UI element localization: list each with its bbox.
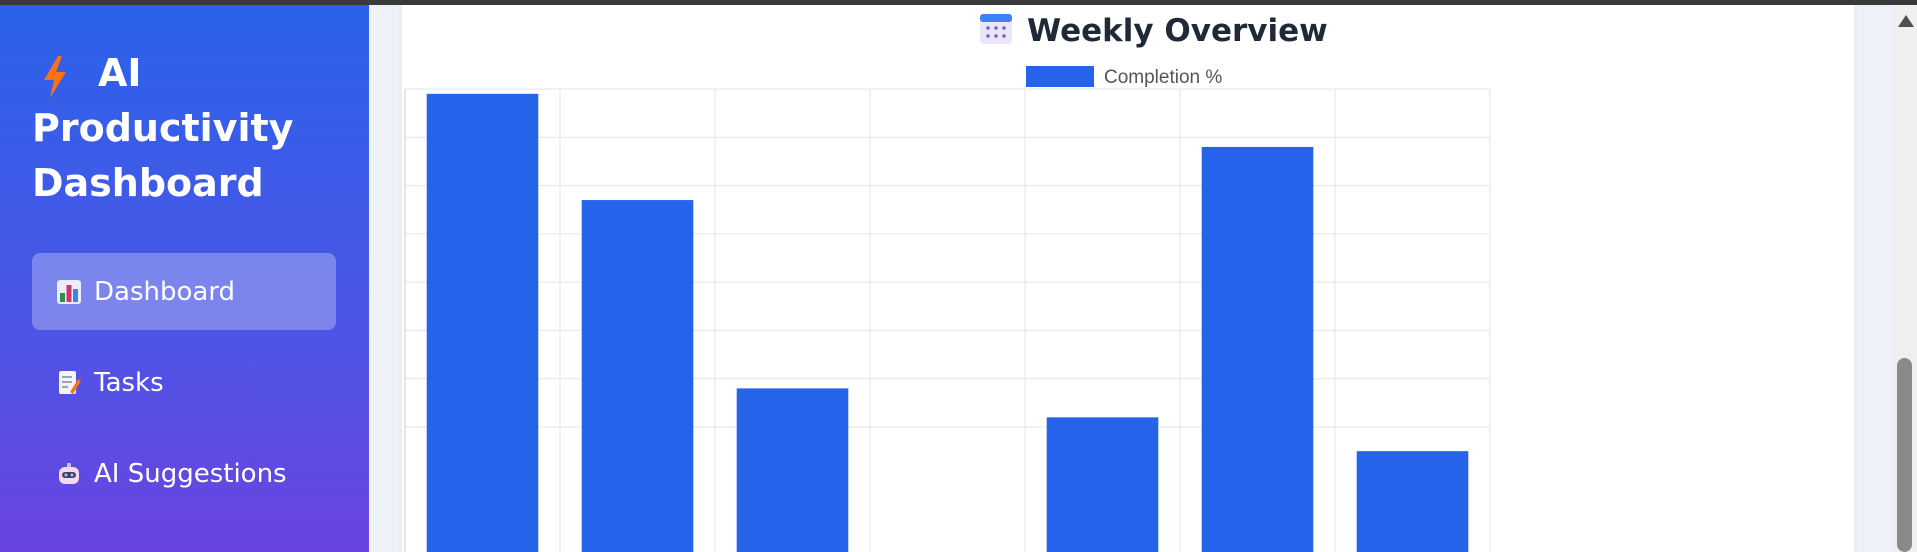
bar-chart-icon [57,279,81,304]
window-top-border [0,0,1917,5]
calendar-icon [980,14,1012,44]
chart-title: Weekly Overview [1027,13,1328,49]
sidebar: AI Productivity Dashboard Dashboard Tasks [0,5,369,552]
legend-swatch [1026,66,1094,87]
memo-icon [59,370,81,394]
lightning-icon [44,56,66,98]
bar[interactable] [1356,451,1469,552]
sidebar-item-tasks[interactable]: Tasks [32,344,336,421]
brand: AI Productivity Dashboard [32,46,352,211]
sidebar-item-dashboard[interactable]: Dashboard [32,253,336,330]
chart-grid [404,88,1491,552]
vertical-scrollbar[interactable] [1893,5,1917,552]
sidebar-item-label: Tasks [94,367,164,398]
bar[interactable] [736,388,849,552]
weekly-overview-chart: Weekly Overview Completion % 10090807060… [404,13,1491,552]
scroll-thumb[interactable] [1897,358,1912,552]
legend-label: Completion % [1104,67,1222,88]
bars [426,93,1469,552]
bar[interactable] [581,200,694,552]
chart-title-group: Weekly Overview [980,13,1328,49]
sidebar-item-ai-suggestions[interactable]: AI Suggestions [32,435,336,512]
bar[interactable] [1046,417,1159,552]
legend[interactable]: Completion % [1026,66,1222,88]
scroll-up-arrow-icon[interactable] [1898,15,1914,27]
sidebar-item-label: AI Suggestions [94,458,287,489]
bar[interactable] [426,93,539,552]
robot-icon [59,462,79,484]
bar[interactable] [1201,146,1314,552]
sidebar-item-label: Dashboard [94,276,236,307]
brand-title: AI Productivity Dashboard [32,51,294,205]
